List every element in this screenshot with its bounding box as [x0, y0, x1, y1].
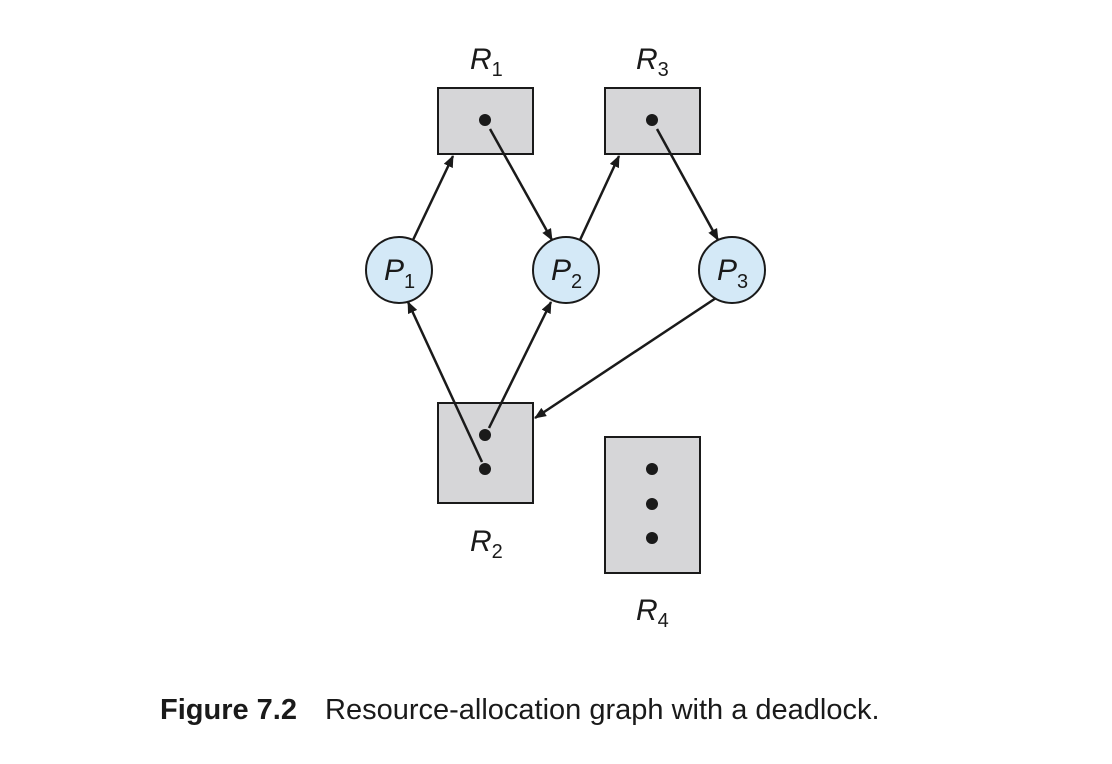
resource-label-r4: R4 — [636, 594, 669, 632]
r4-instance-dot — [646, 532, 658, 544]
r4-instance-dot — [646, 463, 658, 475]
r3-instance-dot — [646, 114, 658, 126]
figure-number: Figure 7.2 — [160, 694, 297, 726]
resource-box-r2 — [438, 403, 533, 503]
edge-p2-request-r3 — [580, 156, 619, 240]
resource-label-r3: R3 — [636, 43, 669, 81]
edge-p1-request-r1 — [413, 156, 453, 240]
r4-instance-dot — [646, 498, 658, 510]
r2-instance-dot — [479, 463, 491, 475]
r2-instance-dot — [479, 429, 491, 441]
figure-caption: Figure 7.2 Resource-allocation graph with… — [160, 694, 880, 727]
edge-p3-request-r2 — [535, 298, 716, 418]
r1-instance-dot — [479, 114, 491, 126]
resource-label-r1: R1 — [470, 43, 503, 81]
figure-caption-text: Resource-allocation graph with a deadloc… — [325, 694, 880, 726]
resource-label-r2: R2 — [470, 525, 503, 563]
